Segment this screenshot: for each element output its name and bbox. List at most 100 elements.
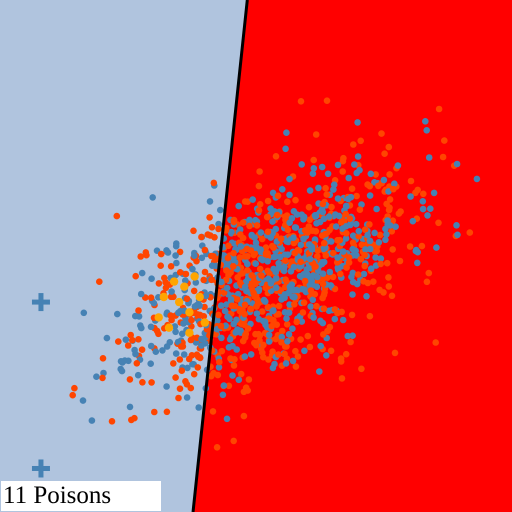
data-point-blue [320,245,327,253]
data-point-blue [324,170,332,178]
data-point-orange [256,265,264,273]
data-point-blue [138,269,146,277]
data-point-blue [241,353,249,360]
data-point-blue [176,307,184,315]
data-point-orange [375,182,382,190]
data-point-orange [241,198,249,205]
data-point-orange [343,230,350,237]
data-point-blue [261,298,269,305]
data-point-blue [230,320,237,328]
data-point-blue [285,309,293,317]
data-point-orange [251,339,258,347]
data-point-blue [278,296,285,303]
data-point-orange [213,444,221,451]
data-point-orange [201,246,209,254]
data-point-orange [376,286,383,294]
data-point-blue [278,333,286,341]
data-point-orange [423,278,431,286]
data-point-orange [207,372,215,380]
data-point-blue [235,202,242,210]
data-point-blue [223,301,230,308]
data-point-orange [425,269,433,277]
data-point-orange [132,272,139,280]
data-point-orange [355,232,363,240]
data-point-orange [108,418,116,425]
data-point-orange [264,303,272,311]
data-point-blue [291,224,299,231]
data-point-blue [307,274,315,281]
data-point-blue [132,350,139,358]
data-point-blue [334,254,341,261]
data-point-orange [258,308,266,315]
data-point-blue [453,160,461,168]
data-point-orange [200,276,207,284]
data-point-blue [163,343,171,350]
data-point-blue [298,211,306,218]
data-point-orange [310,156,318,164]
data-point-blue [430,189,438,197]
data-point-blue [206,198,214,205]
data-point-orange [414,186,422,194]
data-point-orange [358,365,365,373]
data-point-orange [292,196,299,204]
data-point-orange [264,197,272,205]
data-point-orange [113,212,121,220]
data-point-orange [183,295,191,303]
data-point-orange [135,307,142,314]
data-point-orange [299,309,307,316]
data-point-orange [172,374,179,381]
data-point-blue [298,161,306,168]
data-point-orange [135,336,142,343]
data-point-orange [239,219,247,226]
data-point-blue [198,335,205,343]
data-point-orange [155,280,163,287]
data-point-orange [326,226,333,234]
data-point-orange [215,311,222,319]
data-point-orange [297,98,305,105]
data-point-blue [298,318,306,325]
data-point-orange [297,258,304,266]
data-point-orange [284,198,291,206]
data-point-blue [433,244,440,251]
data-point-blue [237,243,245,250]
data-point-blue [316,368,323,375]
data-point-blue [290,234,297,241]
data-point-blue [279,186,286,193]
data-point-orange [153,327,161,335]
data-point-orange [167,293,175,301]
data-point-blue [423,127,431,134]
data-point-orange [142,249,150,256]
data-point-blue [286,219,294,226]
data-point-orange [328,203,335,211]
decision-boundary [191,0,249,512]
data-point-orange [175,394,182,402]
data-point-blue [114,310,121,318]
data-point-blue [217,278,225,286]
data-point-orange [215,225,222,233]
poison-point [154,313,163,322]
data-point-blue [246,216,253,224]
data-point-orange [312,131,320,138]
data-point-blue [122,336,130,344]
data-point-blue [191,303,199,310]
data-point-blue [223,415,231,423]
data-point-blue [150,299,158,307]
data-point-blue [453,222,460,229]
data-point-blue [334,195,342,202]
data-point-orange [305,203,313,211]
data-point-blue [310,165,318,172]
data-point-blue [358,201,365,208]
data-point-blue [383,231,390,238]
data-point-orange [230,249,237,257]
data-point-blue [147,323,155,331]
data-point-blue [134,371,142,379]
data-point-blue [317,317,324,325]
data-point-orange [196,311,204,319]
data-point-blue [347,220,354,227]
data-point-blue [363,293,370,300]
data-point-blue [339,248,347,255]
data-point-orange [336,236,344,244]
data-point-orange [244,267,251,274]
data-point-orange [241,301,249,309]
data-point-blue [189,265,196,273]
